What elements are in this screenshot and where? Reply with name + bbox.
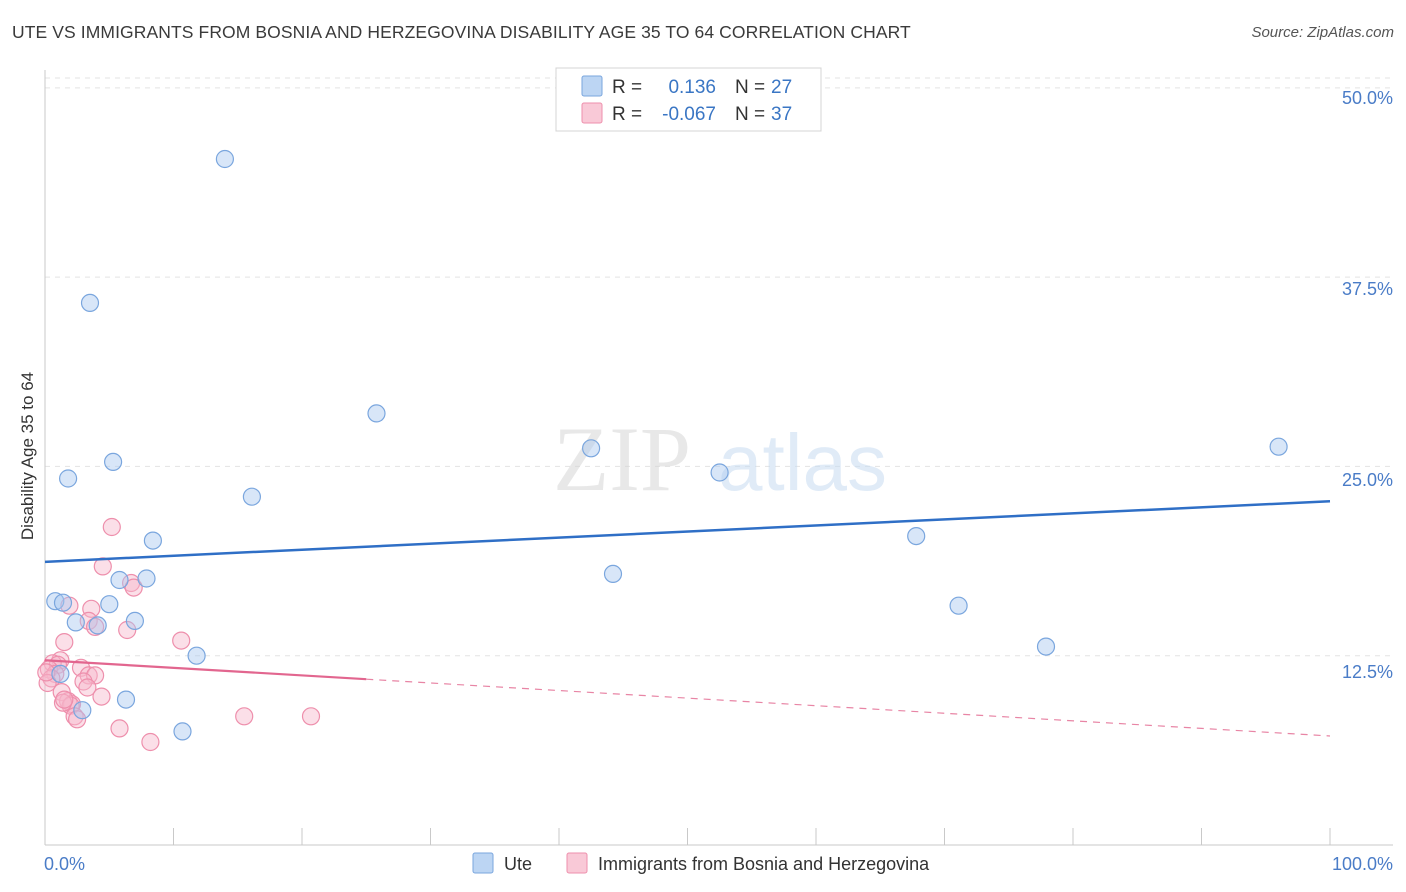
watermark-atlas: atlas (718, 418, 887, 507)
watermark-zip: ZIP (553, 408, 691, 510)
x-tick-label-100: 100.0% (1332, 854, 1393, 874)
point-ute-0 (215, 149, 234, 169)
y-tick-label-12-5: 12.5% (1342, 662, 1393, 682)
point-ute-6 (710, 463, 729, 482)
point-ute-16 (100, 595, 119, 614)
point-bosnia-0 (102, 517, 121, 537)
correlation-legend: R = 0.136 N = 27 R = -0.067 N = 37 (555, 67, 822, 132)
point-bosnia-22 (78, 678, 97, 697)
point-ute-8 (242, 487, 261, 506)
chart-title: UTE VS IMMIGRANTS FROM BOSNIA AND HERZEG… (12, 22, 911, 42)
legend-r-value-ute: 0.136 (668, 77, 716, 98)
legend-n-value-ute: 27 (771, 77, 792, 98)
legend-n-label-ute: N = (735, 77, 765, 98)
point-bosnia-10 (172, 631, 191, 650)
point-bosnia-32 (110, 719, 129, 738)
source-label: Source: ZipAtlas.com (1251, 24, 1394, 41)
point-ute-4 (1269, 437, 1288, 456)
point-ute-21 (187, 646, 206, 665)
gridlines (45, 77, 1393, 657)
point-ute-18 (66, 613, 85, 632)
legend-r-label-ute: R = (612, 77, 642, 98)
point-ute-15 (53, 593, 73, 612)
bottom-legend-swatch-bosnia (566, 852, 588, 874)
legend-r-value-bosnia: -0.067 (662, 104, 716, 125)
bottom-legend-label-bosnia: Immigrants from Bosnia and Herzegovina (598, 854, 930, 874)
point-bosnia-34 (301, 707, 321, 726)
y-tick-labels: 50.0% 37.5% 25.0% 12.5% (1342, 88, 1393, 682)
point-ute-2 (367, 404, 386, 423)
point-ute-23 (116, 690, 136, 709)
x-tick-label-0: 0.0% (44, 854, 85, 874)
point-bosnia-31 (67, 710, 87, 729)
point-ute-22 (1036, 637, 1056, 656)
point-bosnia-35 (141, 732, 160, 752)
y-axis-label: Disability Age 35 to 64 (18, 372, 37, 540)
legend-swatch-ute (581, 75, 603, 97)
legend-swatch-bosnia (581, 102, 603, 124)
point-ute-13 (137, 569, 156, 588)
legend-n-label-bosnia: N = (735, 104, 765, 125)
series-ute-points (46, 149, 1288, 741)
series-legend: Ute Immigrants from Bosnia and Herzegovi… (472, 852, 930, 874)
trend-line-bosnia-dashed (366, 678, 1331, 737)
point-bosnia-36 (37, 663, 56, 682)
bottom-legend-label-ute: Ute (504, 854, 532, 874)
point-ute-17 (949, 596, 968, 615)
trend-line-ute (44, 500, 1331, 564)
trend-line-bosnia-solid (44, 659, 367, 681)
point-ute-19 (88, 616, 107, 635)
y-tick-label-37-5: 37.5% (1342, 279, 1393, 299)
point-ute-14 (46, 592, 65, 611)
point-ute-11 (603, 564, 623, 584)
legend-n-value-bosnia: 37 (771, 104, 792, 125)
bottom-legend-swatch-ute (472, 852, 494, 874)
point-ute-1 (80, 293, 100, 312)
y-tick-label-50: 50.0% (1342, 88, 1393, 108)
point-ute-26 (51, 664, 70, 684)
point-bosnia-24 (92, 687, 111, 706)
series-bosnia-points (37, 517, 321, 752)
point-ute-5 (103, 452, 123, 471)
y-tick-label-25: 25.0% (1342, 470, 1393, 490)
point-ute-10 (907, 526, 926, 546)
point-bosnia-8 (118, 620, 137, 640)
point-ute-25 (173, 722, 192, 741)
point-ute-3 (581, 439, 601, 458)
point-ute-9 (143, 531, 162, 550)
point-bosnia-3 (124, 578, 143, 597)
point-ute-12 (110, 570, 129, 590)
watermark: ZIP atlas (553, 408, 887, 510)
point-ute-20 (125, 611, 144, 631)
point-ute-7 (58, 469, 78, 488)
point-bosnia-9 (55, 632, 74, 652)
point-bosnia-29 (55, 690, 74, 709)
point-bosnia-28 (53, 693, 73, 712)
x-ticks (44, 828, 1331, 845)
legend-r-label-bosnia: R = (612, 104, 642, 125)
axes (44, 70, 1393, 846)
point-ute-24 (73, 701, 92, 720)
point-bosnia-33 (235, 707, 254, 726)
trend-lines (44, 500, 1331, 737)
